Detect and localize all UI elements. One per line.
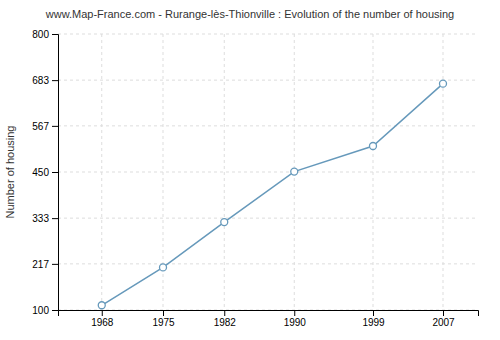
marks — [98, 80, 446, 309]
tick: 683 — [32, 75, 58, 86]
grid-line — [58, 172, 478, 173]
tick-mark — [52, 126, 58, 127]
line — [102, 84, 443, 306]
y-axis-label: Number of housing — [4, 126, 16, 219]
tick: 1990 — [284, 310, 307, 328]
tick-mark — [52, 34, 58, 35]
tick-label: 100 — [32, 305, 49, 316]
tick: 2007 — [432, 310, 455, 328]
tick-label: 1990 — [284, 317, 307, 328]
grid-line — [101, 34, 102, 310]
grid-line — [58, 34, 478, 35]
tick-mark — [163, 310, 164, 316]
point — [98, 302, 105, 309]
tick: 450 — [32, 167, 58, 178]
chart-container: www.Map-France.com - Rurange-lès-Thionvi… — [0, 0, 500, 340]
axis-line — [52, 35, 59, 311]
tick-label: 683 — [32, 75, 49, 86]
tick: 1982 — [214, 310, 237, 328]
tick-mark — [373, 310, 374, 316]
tick: 800 — [32, 29, 58, 40]
tick-mark — [52, 310, 58, 311]
axis-line — [59, 311, 479, 317]
tick: 1968 — [91, 310, 114, 328]
grid-line — [58, 218, 478, 219]
tick: 1975 — [152, 310, 175, 328]
tick-label: 1968 — [91, 317, 114, 328]
tick-label: 217 — [32, 259, 49, 270]
tick-mark — [443, 310, 444, 316]
tick: 333 — [32, 213, 58, 224]
grid-line — [224, 34, 225, 310]
point — [291, 168, 298, 175]
x-axis: 1968 1975 1982 1990 1999 2007 — [59, 310, 479, 328]
point — [440, 80, 447, 87]
tick-label: 800 — [32, 29, 49, 40]
grid-line — [58, 125, 478, 126]
grid-line — [58, 263, 478, 264]
grid-line — [443, 34, 444, 310]
tick: 1999 — [362, 310, 385, 328]
grid — [58, 34, 478, 310]
plot-area: 1968 1975 1982 1990 1999 2007 100 217 333 450 567 6… — [32, 29, 478, 328]
tick-mark — [52, 218, 58, 219]
chart: www.Map-France.com - Rurange-lès-Thionvi… — [0, 0, 500, 340]
tick: 100 — [32, 305, 58, 316]
tick-mark — [224, 310, 225, 316]
tick-mark — [102, 310, 103, 316]
tick-mark — [52, 264, 58, 265]
point — [370, 142, 377, 149]
tick-mark — [52, 80, 58, 81]
tick-label: 1999 — [362, 317, 385, 328]
grid-line — [373, 34, 374, 310]
tick-label: 333 — [32, 213, 49, 224]
y-axis: 100 217 333 450 567 683 800 — [32, 29, 58, 316]
grid-line — [58, 80, 478, 81]
tick-mark — [294, 310, 295, 316]
tick-label: 1975 — [152, 317, 175, 328]
point — [160, 264, 167, 271]
tick: 567 — [32, 121, 58, 132]
tick-mark — [52, 172, 58, 173]
title: www.Map-France.com - Rurange-lès-Thionvi… — [45, 8, 454, 20]
tick: 217 — [32, 259, 58, 270]
tick-label: 450 — [32, 167, 49, 178]
point — [221, 219, 228, 226]
tick-label: 1982 — [214, 317, 237, 328]
tick-label: 2007 — [432, 317, 455, 328]
tick-label: 567 — [32, 121, 49, 132]
